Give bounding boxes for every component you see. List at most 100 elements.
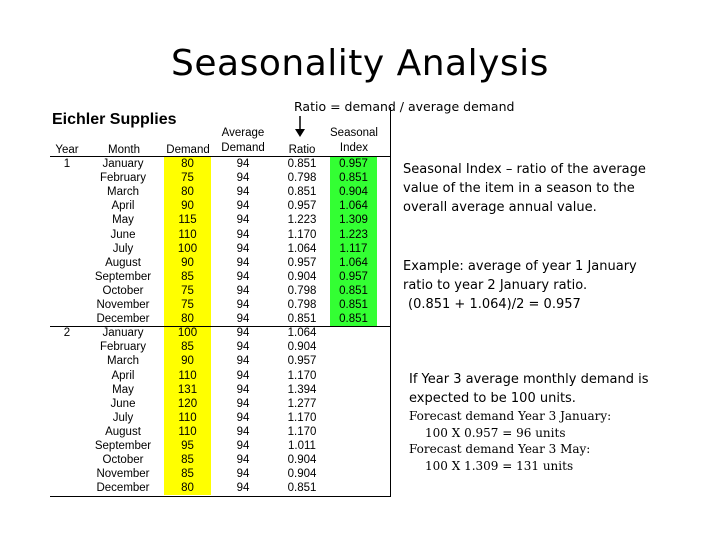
cell-ratio: 0.957 [287,355,317,368]
header-seasonal-line2: Index [339,142,369,154]
cell-demand: 120 [177,397,198,410]
cell-month: October [102,284,144,297]
cell-month: June [110,228,136,241]
cell-average-demand: 94 [236,172,250,185]
cell-month: January [102,158,144,170]
cell-month: February [99,172,147,185]
cell-average-demand: 94 [236,482,250,495]
cell-average-demand: 94 [236,299,250,311]
cell-month: May [112,214,134,227]
cell-ratio: 0.798 [287,299,317,311]
cell-month: April [111,369,135,382]
cell-ratio: 0.957 [287,256,317,269]
cell-ratio: 1.223 [287,214,317,227]
cell-ratio: 0.904 [287,454,317,467]
cell-average-demand: 94 [236,397,250,410]
cell-demand: 80 [181,186,194,199]
cell-month: March [107,355,139,368]
seasonal-index-column-fill [330,157,377,326]
cell-demand: 95 [181,440,194,452]
cell-seasonal-index: 0.851 [339,299,368,311]
cell-month: June [110,397,136,410]
cell-year: 1 [63,158,71,170]
cell-seasonal-index: 0.851 [339,284,368,297]
cell-average-demand: 94 [236,440,250,452]
cell-demand: 90 [181,256,194,269]
cell-ratio: 0.798 [287,284,317,297]
forecast-may-calc: 100 X 1.309 = 131 units [425,459,574,473]
slide-title: Seasonality Analysis [171,43,549,84]
cell-demand: 85 [181,270,194,283]
cell-ratio: 1.170 [287,369,317,382]
cell-average-demand: 94 [236,214,250,227]
cell-demand: 85 [181,341,194,354]
cell-month: August [105,256,141,269]
cell-ratio: 0.851 [287,186,317,199]
cell-year: 2 [63,327,71,340]
cell-ratio: 1.277 [287,397,317,410]
forecast-january-label: Forecast demand Year 3 January: [409,409,612,423]
header-month: Month [108,144,140,156]
cell-demand: 80 [181,158,194,170]
cell-demand: 75 [181,299,194,311]
cell-month: September [94,440,152,452]
cell-average-demand: 94 [236,468,250,481]
cell-demand: 110 [178,228,197,241]
cell-ratio: 0.851 [287,158,317,170]
cell-demand: 85 [181,468,194,481]
cell-seasonal-index: 1.117 [339,242,368,255]
cell-average-demand: 94 [236,158,250,170]
cell-seasonal-index: 0.904 [339,186,368,199]
down-arrow-icon [295,116,305,137]
cell-month: July [112,242,134,255]
cell-demand: 131 [177,383,198,396]
cell-average-demand: 94 [236,355,250,368]
cell-ratio: 1.064 [287,242,317,255]
cell-demand: 75 [181,284,194,297]
seasonal-index-definition: Seasonal Index – ratio of the average va… [403,162,646,215]
cell-average-demand: 94 [236,186,250,199]
cell-average-demand: 94 [236,454,250,467]
forecast-may-label: Forecast demand Year 3 May: [409,442,591,456]
example-text: Example: average of year 1 January ratio… [403,259,637,293]
cell-seasonal-index: 1.064 [339,256,368,269]
cell-ratio: 0.904 [287,270,317,283]
cell-average-demand: 94 [236,425,250,438]
cell-demand: 85 [181,454,194,467]
cell-seasonal-index: 1.223 [339,228,368,241]
forecast-january-calc: 100 X 0.957 = 96 units [425,426,566,440]
header-ratio: Ratio [288,144,316,156]
cell-demand: 80 [181,313,194,326]
cell-ratio: 1.170 [287,425,317,438]
cell-seasonal-index: 0.957 [339,158,368,170]
cell-average-demand: 94 [236,369,250,382]
cell-demand: 100 [177,242,198,255]
forecast-intro: If Year 3 average monthly demand is expe… [409,372,649,406]
cell-seasonal-index: 0.957 [339,270,368,283]
cell-ratio: 0.904 [287,468,317,481]
cell-month: February [99,341,147,354]
cell-seasonal-index: 1.064 [339,200,368,213]
cell-demand: 110 [178,369,197,382]
cell-ratio: 0.904 [287,341,317,354]
cell-ratio: 1.170 [287,411,317,424]
cell-month: December [96,482,150,495]
cell-month: April [111,200,135,213]
cell-average-demand: 94 [236,228,250,241]
cell-average-demand: 94 [236,313,250,326]
cell-average-demand: 94 [236,270,250,283]
cell-average-demand: 94 [236,383,250,396]
cell-average-demand: 94 [236,284,250,297]
cell-month: March [107,186,139,199]
cell-average-demand: 94 [236,327,250,340]
cell-ratio: 1.394 [287,383,317,396]
header-seasonal-line1: Seasonal [330,127,378,139]
cell-month: January [102,327,144,340]
cell-month: August [105,425,141,438]
cell-demand: 110 [178,411,197,424]
cell-demand: 110 [178,425,197,438]
cell-average-demand: 94 [236,256,250,269]
header-year: Year [55,144,79,156]
cell-demand: 100 [177,327,198,340]
company-name: Eichler Supplies [52,111,177,128]
